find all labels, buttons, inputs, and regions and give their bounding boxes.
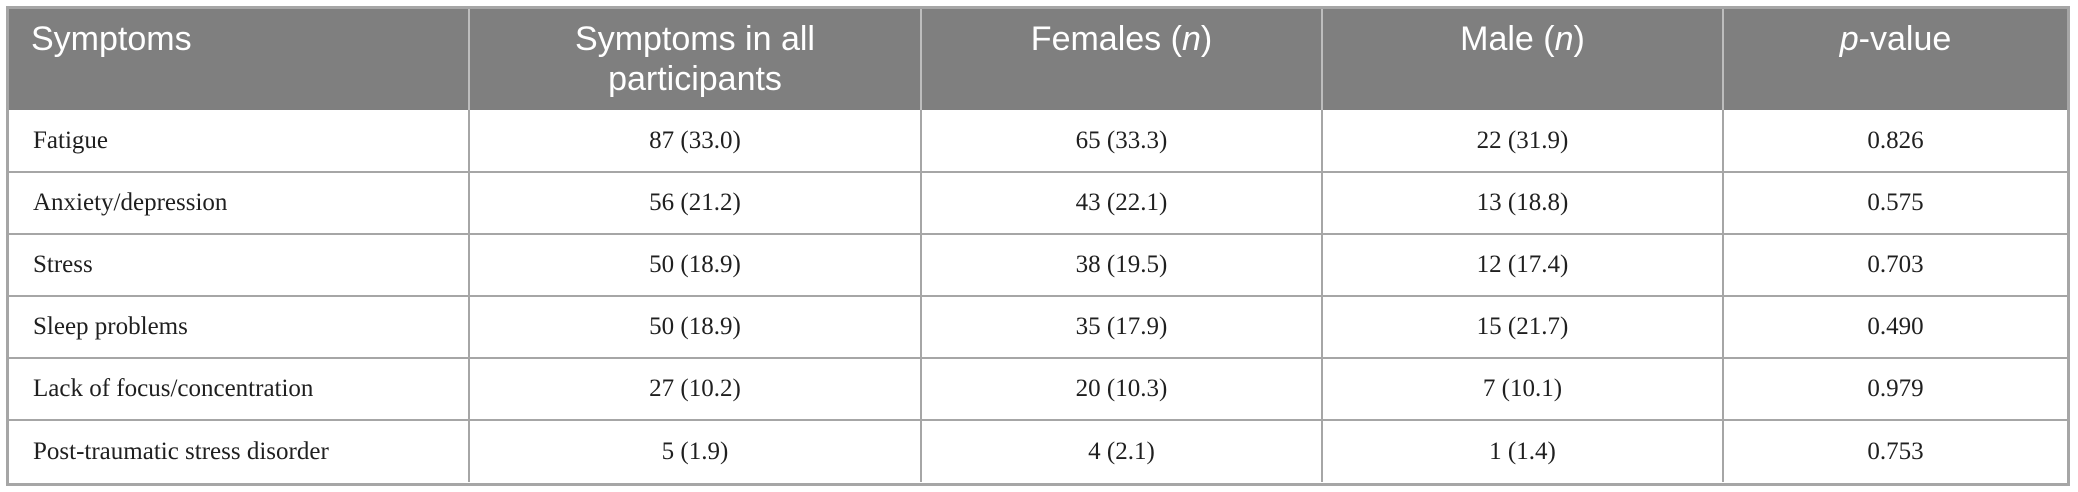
cell-p-value: 0.826 — [1722, 110, 2067, 172]
header-male: Male (n) — [1321, 9, 1723, 110]
header-females-n: n — [1181, 20, 1201, 58]
table-body: Fatigue 87 (33.0) 65 (33.3) 22 (31.9) 0.… — [9, 110, 2067, 482]
header-male-suffix: ) — [1573, 20, 1585, 58]
cell-p-value: 0.490 — [1722, 295, 2067, 358]
cell-male: 1 (1.4) — [1321, 419, 1723, 482]
cell-all: 50 (18.9) — [468, 295, 921, 358]
header-row: Symptoms Symptoms in all participants Fe… — [9, 9, 2067, 110]
cell-females: 4 (2.1) — [920, 419, 1322, 482]
cell-p-value: 0.979 — [1722, 357, 2067, 420]
cell-p-value: 0.703 — [1722, 233, 2067, 296]
cell-male: 15 (21.7) — [1321, 295, 1723, 358]
cell-all: 56 (21.2) — [468, 171, 921, 234]
table-row: Lack of focus/concentration 27 (10.2) 20… — [9, 357, 2067, 420]
cell-females: 35 (17.9) — [920, 295, 1322, 358]
table-row: Post-traumatic stress disorder 5 (1.9) 4… — [9, 419, 2067, 482]
table-header: Symptoms Symptoms in all participants Fe… — [9, 9, 2067, 110]
cell-symptom: Lack of focus/concentration — [9, 357, 469, 420]
cell-females: 38 (19.5) — [920, 233, 1322, 296]
header-p-italic: p — [1839, 20, 1859, 58]
header-male-n: n — [1554, 20, 1574, 58]
symptoms-table: Symptoms Symptoms in all participants Fe… — [6, 6, 2070, 486]
cell-symptom: Fatigue — [33, 126, 108, 154]
cell-male: 12 (17.4) — [1321, 233, 1723, 296]
cell-symptom: Anxiety/depression — [9, 171, 469, 234]
header-all-participants: Symptoms in all participants — [468, 9, 921, 110]
cell-male: 13 (18.8) — [1321, 171, 1723, 234]
header-symptoms: Symptoms — [31, 20, 192, 58]
cell-all: 27 (10.2) — [468, 357, 921, 420]
header-male-prefix: Male ( — [1460, 20, 1555, 58]
cell-p-value: 0.575 — [1722, 171, 2067, 234]
header-females-prefix: Females ( — [1030, 20, 1182, 58]
cell-all: 87 (33.0) — [468, 110, 921, 172]
cell-females: 43 (22.1) — [920, 171, 1322, 234]
cell-symptom: Post-traumatic stress disorder — [9, 419, 469, 482]
header-p-value: p-value — [1722, 9, 2067, 110]
cell-females: 20 (10.3) — [920, 357, 1322, 420]
header-females: Females (n) — [920, 9, 1322, 110]
cell-all: 5 (1.9) — [468, 419, 921, 482]
table-row: Fatigue 87 (33.0) 65 (33.3) 22 (31.9) 0.… — [9, 110, 2067, 172]
table-row: Stress 50 (18.9) 38 (19.5) 12 (17.4) 0.7… — [9, 233, 2067, 296]
table-row: Sleep problems 50 (18.9) 35 (17.9) 15 (2… — [9, 295, 2067, 358]
data-table: Symptoms Symptoms in all participants Fe… — [9, 9, 2067, 482]
table-row: Anxiety/depression 56 (21.2) 43 (22.1) 1… — [9, 171, 2067, 234]
cell-male: 22 (31.9) — [1321, 110, 1723, 172]
cell-p-value: 0.753 — [1722, 419, 2067, 482]
cell-male: 7 (10.1) — [1321, 357, 1723, 420]
header-p-rest: -value — [1858, 20, 1952, 58]
header-females-suffix: ) — [1200, 20, 1213, 58]
cell-all: 50 (18.9) — [468, 233, 921, 296]
cell-females: 65 (33.3) — [920, 110, 1322, 172]
cell-symptom: Stress — [9, 233, 469, 296]
cell-symptom: Sleep problems — [9, 295, 469, 358]
